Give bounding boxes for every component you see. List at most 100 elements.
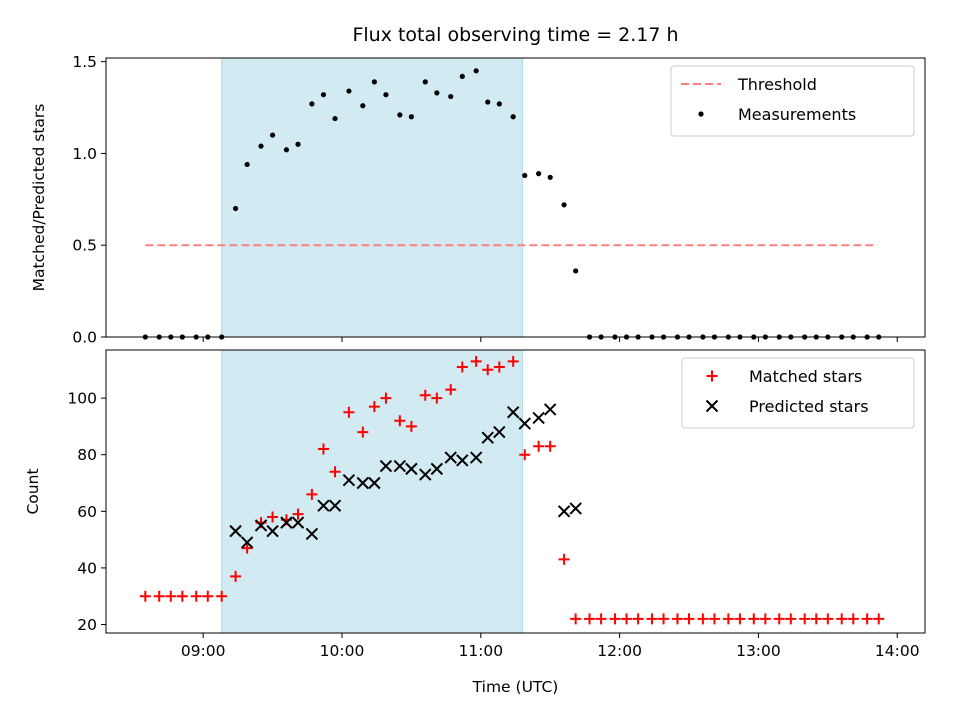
- data-point: [532, 411, 545, 425]
- legend-box: [681, 357, 915, 429]
- data-point: [573, 268, 579, 274]
- data-point: [394, 415, 406, 427]
- data-point: [283, 147, 290, 153]
- observing-span-0: [221, 58, 523, 337]
- data-point: [306, 488, 318, 500]
- data-point: [360, 103, 366, 109]
- legend-swatch-predicted: [705, 399, 719, 413]
- x-tick-label: 10:00: [320, 642, 365, 660]
- data-point: [873, 613, 885, 625]
- data-point: [346, 88, 352, 94]
- data-point: [269, 132, 276, 138]
- data-point: [393, 459, 407, 473]
- data-point: [759, 613, 771, 625]
- data-point: [357, 426, 369, 438]
- data-point: [408, 114, 414, 120]
- data-point: [536, 171, 542, 177]
- data-point: [405, 462, 418, 476]
- data-point: [748, 613, 760, 625]
- data-point: [697, 613, 709, 625]
- x-tick-label: 13:00: [736, 642, 781, 660]
- data-point: [493, 425, 506, 439]
- y-tick-label: 1.5: [72, 53, 97, 71]
- data-point: [658, 613, 670, 625]
- legend-1: Matched stars Predicted stars: [681, 357, 915, 429]
- data-point: [371, 79, 377, 85]
- data-point: [397, 112, 403, 118]
- data-point: [165, 590, 177, 602]
- data-point: [419, 389, 431, 401]
- data-point: [190, 590, 202, 602]
- y-tick-label: 1.0: [72, 145, 97, 163]
- data-point: [544, 440, 556, 452]
- x-tick-label: 14:00: [875, 642, 920, 660]
- data-point: [368, 476, 381, 490]
- series-predicted-stars: [229, 403, 582, 549]
- data-point: [482, 364, 494, 376]
- legend-label: Measurements: [738, 105, 856, 124]
- data-point: [632, 613, 644, 625]
- data-point: [510, 114, 516, 120]
- data-point: [522, 172, 528, 179]
- legend-0: Threshold Measurements: [670, 65, 915, 137]
- data-point: [434, 90, 440, 96]
- data-point: [329, 466, 341, 478]
- data-point: [459, 73, 465, 79]
- legend-swatch-measurements: [698, 111, 704, 117]
- data-point: [485, 99, 491, 105]
- data-point: [822, 613, 834, 625]
- data-point: [557, 505, 571, 518]
- y-tick-label: 0.0: [72, 329, 97, 347]
- data-point: [317, 499, 330, 512]
- data-point: [518, 417, 531, 430]
- data-point: [470, 355, 482, 367]
- data-point: [584, 613, 596, 625]
- data-point: [258, 143, 264, 149]
- data-point: [202, 590, 214, 602]
- data-point: [244, 161, 250, 168]
- data-point: [379, 459, 393, 473]
- data-point: [621, 613, 633, 625]
- data-point: [176, 590, 188, 602]
- y-tick-label: 80: [77, 446, 97, 464]
- data-point: [506, 406, 520, 419]
- data-point: [232, 205, 239, 212]
- data-point: [785, 613, 797, 625]
- data-point: [295, 141, 301, 147]
- data-point: [683, 613, 695, 625]
- data-point: [216, 590, 228, 602]
- data-point: [558, 553, 570, 565]
- data-point: [847, 613, 859, 625]
- data-point: [609, 613, 621, 625]
- data-point: [139, 590, 151, 602]
- data-point: [241, 542, 253, 554]
- data-point: [493, 361, 505, 373]
- data-point: [799, 613, 811, 625]
- y-tick-label: 40: [77, 559, 97, 577]
- data-point: [547, 174, 553, 180]
- data-point: [469, 451, 483, 464]
- x-axis-title: Time (UTC): [472, 678, 559, 696]
- data-point: [291, 516, 305, 529]
- data-point: [734, 613, 746, 625]
- data-point: [595, 613, 607, 625]
- data-point: [356, 476, 370, 490]
- data-point: [405, 420, 417, 432]
- data-point: [496, 101, 502, 107]
- data-point: [722, 613, 734, 625]
- data-point: [570, 613, 582, 625]
- data-point: [671, 613, 683, 625]
- data-point: [305, 527, 319, 541]
- data-point: [646, 613, 658, 625]
- data-point: [419, 468, 432, 481]
- x-tick-label: 12:00: [597, 642, 642, 660]
- legend-label: Predicted stars: [749, 397, 869, 416]
- data-point: [507, 355, 519, 367]
- data-point: [456, 454, 469, 467]
- data-point: [153, 590, 165, 602]
- data-point: [309, 101, 315, 107]
- data-point: [448, 93, 454, 100]
- y-axis-title: Count: [24, 468, 42, 514]
- legend-swatch-matched: [706, 370, 718, 382]
- series-measurements: [142, 68, 882, 340]
